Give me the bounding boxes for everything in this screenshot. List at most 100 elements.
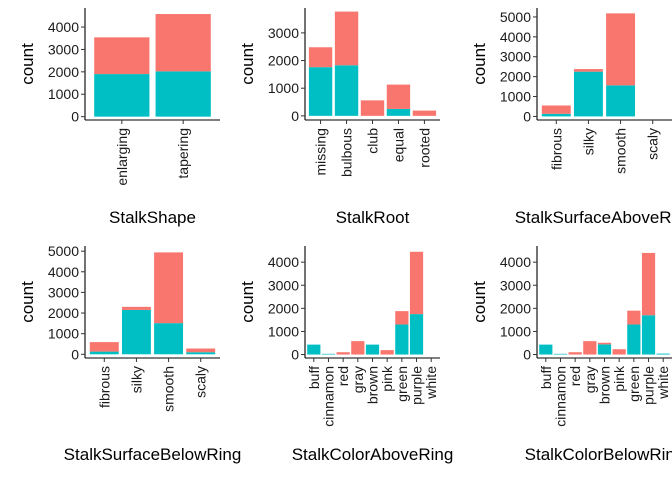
bar-buff-series-1 — [307, 344, 321, 355]
y-axis-title: count — [470, 281, 489, 323]
bar-bulbous-series-2 — [334, 11, 359, 66]
x-tick-label-club: club — [365, 128, 381, 154]
y-tick-label: 3000 — [500, 49, 531, 65]
bar-enlarging-series-1 — [94, 74, 150, 117]
x-tick-label-brown: brown — [597, 366, 613, 404]
y-axis-title: count — [18, 281, 37, 323]
bar-fibrous-series-2 — [541, 105, 571, 114]
y-tick-label: 0 — [71, 346, 79, 362]
x-tick-label-brown: brown — [365, 366, 381, 404]
bar-fibrous-series-1 — [541, 113, 571, 117]
x-axis-title: StalkColorAboveRing — [292, 445, 454, 464]
x-tick-label-cinnamon: cinnamon — [320, 366, 336, 427]
x-tick-label-scaly: scaly — [645, 128, 661, 160]
bar-enlarging-series-2 — [94, 37, 150, 75]
y-tick-label: 4000 — [500, 29, 531, 45]
x-tick-label-white: white — [655, 366, 671, 400]
bar-purple-series-1 — [409, 314, 424, 355]
y-tick-label: 1000 — [268, 80, 299, 96]
y-tick-label: 2000 — [48, 305, 79, 321]
bar-white-series-1 — [656, 353, 670, 355]
bar-fibrous-series-1 — [89, 351, 119, 355]
y-axis-title: count — [470, 43, 489, 85]
y-axis-title: count — [238, 43, 257, 85]
x-tick-label-silky: silky — [128, 366, 144, 393]
bar-equal-series-2 — [386, 84, 411, 109]
y-tick-label: 3000 — [48, 41, 79, 57]
bar-silky-series-1 — [121, 309, 151, 355]
bar-pink-series-2 — [380, 350, 394, 355]
bar-silky-series-1 — [573, 71, 603, 117]
x-tick-label-scaly: scaly — [193, 366, 209, 398]
y-tick-label: 4000 — [48, 264, 79, 280]
y-tick-label: 2000 — [268, 300, 299, 316]
x-tick-label-green: green — [394, 366, 410, 402]
y-tick-label: 4000 — [268, 254, 299, 270]
x-tick-label-pink: pink — [611, 365, 627, 392]
bar-equal-series-1 — [386, 108, 411, 116]
bar-purple-series-2 — [641, 252, 656, 316]
bar-smooth-series-2 — [606, 13, 636, 86]
y-tick-label: 2000 — [500, 300, 531, 316]
x-axis-title: StalkColorBelowRing — [525, 445, 672, 464]
x-tick-label-green: green — [626, 366, 642, 402]
bar-pink-series-2 — [612, 349, 626, 355]
y-tick-label: 3000 — [268, 25, 299, 41]
bar-club-series-2 — [360, 100, 385, 116]
y-tick-label: 0 — [291, 108, 299, 124]
x-tick-label-buff: buff — [306, 366, 322, 389]
y-tick-label: 3000 — [48, 284, 79, 300]
x-tick-label-red: red — [335, 366, 351, 386]
bar-rooted-series-2 — [412, 110, 437, 116]
x-tick-label-buff: buff — [538, 366, 554, 389]
bar-tapering-series-1 — [155, 71, 211, 117]
x-tick-label-equal: equal — [390, 128, 406, 162]
bar-silky-series-2 — [121, 306, 151, 310]
bar-brown-series-2 — [597, 342, 612, 345]
chart-panel-3: 0 1000 2000 3000 4000 5000 fibrous silky smooth s… — [470, 8, 672, 227]
y-tick-label: 2000 — [268, 53, 299, 69]
bar-green-series-2 — [627, 310, 641, 325]
bar-gray-series-2 — [351, 341, 365, 355]
chart-panel-4: 0 1000 2000 3000 4000 5000 fibrous silky smooth s… — [18, 243, 241, 464]
bar-brown-series-1 — [597, 344, 612, 355]
bar-missing-series-1 — [308, 67, 333, 116]
chart-panel-1: 0 1000 2000 3000 4000 enlarging tapering StalkS… — [18, 8, 220, 227]
bar-smooth-series-1 — [606, 85, 636, 117]
bar-scaly-series-1 — [186, 352, 216, 355]
x-tick-label-silky: silky — [580, 128, 596, 155]
chart-panel-6: 0 1000 2000 3000 4000 buffcinnamonredgraybrow… — [470, 246, 672, 464]
bar-brown-series-1 — [365, 344, 380, 355]
x-tick-label-white: white — [423, 366, 439, 400]
y-tick-label: 1000 — [48, 86, 79, 102]
y-tick-label: 0 — [71, 109, 79, 125]
bar-red-series-2 — [336, 352, 350, 355]
chart-panel-2: 0 1000 2000 3000 missing bulbous club equal root… — [238, 8, 440, 227]
x-tick-label-enlarging: enlarging — [114, 128, 130, 186]
x-tick-label-fibrous: fibrous — [548, 128, 564, 170]
bar-cinnamon-series-1 — [553, 353, 568, 355]
bar-scaly-series-2 — [186, 348, 216, 353]
x-tick-label-purple: purple — [641, 366, 657, 405]
y-tick-label: 5000 — [48, 243, 79, 259]
y-tick-label: 1000 — [500, 323, 531, 339]
x-tick-label-gray: gray — [350, 366, 366, 393]
y-tick-label: 0 — [523, 347, 531, 363]
y-tick-label: 3000 — [268, 277, 299, 293]
bar-tapering-series-2 — [155, 14, 211, 72]
bar-smooth-series-2 — [154, 252, 184, 324]
bar-fibrous-series-2 — [89, 342, 119, 352]
x-tick-label-red: red — [567, 366, 583, 386]
bar-buff-series-1 — [539, 344, 553, 355]
bar-green-series-1 — [395, 324, 409, 355]
y-tick-label: 5000 — [500, 9, 531, 25]
bar-green-series-2 — [395, 311, 409, 325]
x-tick-label-smooth: smooth — [161, 366, 177, 412]
y-tick-label: 2000 — [500, 69, 531, 85]
x-axis-title: StalkShape — [109, 208, 196, 227]
y-tick-label: 4000 — [500, 254, 531, 270]
bar-green-series-1 — [627, 324, 641, 355]
y-axis-title: count — [238, 281, 257, 323]
bar-red-series-2 — [568, 352, 582, 355]
bar-purple-series-2 — [409, 251, 424, 315]
